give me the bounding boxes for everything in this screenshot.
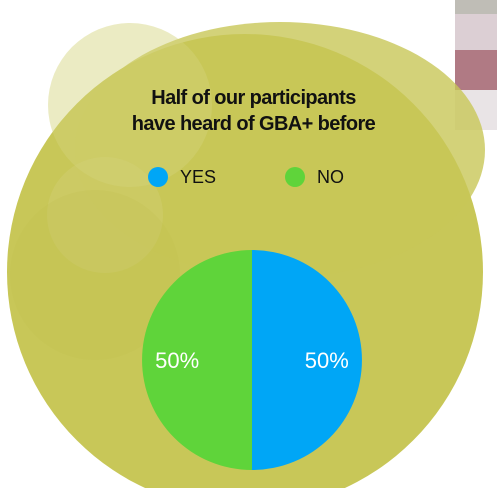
legend-dot-yes [148, 167, 168, 187]
data-label-yes: 50% [305, 348, 349, 373]
upper-blob [75, 22, 485, 278]
shade-blob [10, 190, 180, 360]
swatch-gray [455, 0, 497, 14]
legend-dot-no [285, 167, 305, 187]
chart-legend: YES NO [0, 165, 497, 189]
pie-slice-yes [252, 250, 362, 470]
legend-item-no: NO [285, 165, 344, 189]
data-label-no: 50% [155, 348, 199, 373]
chart-title: Half of our participants have heard of G… [0, 85, 497, 137]
pie-slice-no [142, 250, 252, 470]
legend-item-yes: YES [148, 165, 216, 189]
highlight-blob-1 [48, 23, 212, 187]
swatch-mauve [455, 50, 497, 90]
legend-label-yes: YES [180, 166, 217, 187]
chart-title-line-2: have heard of GBA+ before [131, 113, 376, 135]
chart-title-line-1: Half of our participants [151, 87, 356, 109]
swatch-light-pink [455, 14, 497, 50]
legend-label-no: NO [317, 166, 344, 187]
highlight-blob-2 [47, 157, 163, 273]
